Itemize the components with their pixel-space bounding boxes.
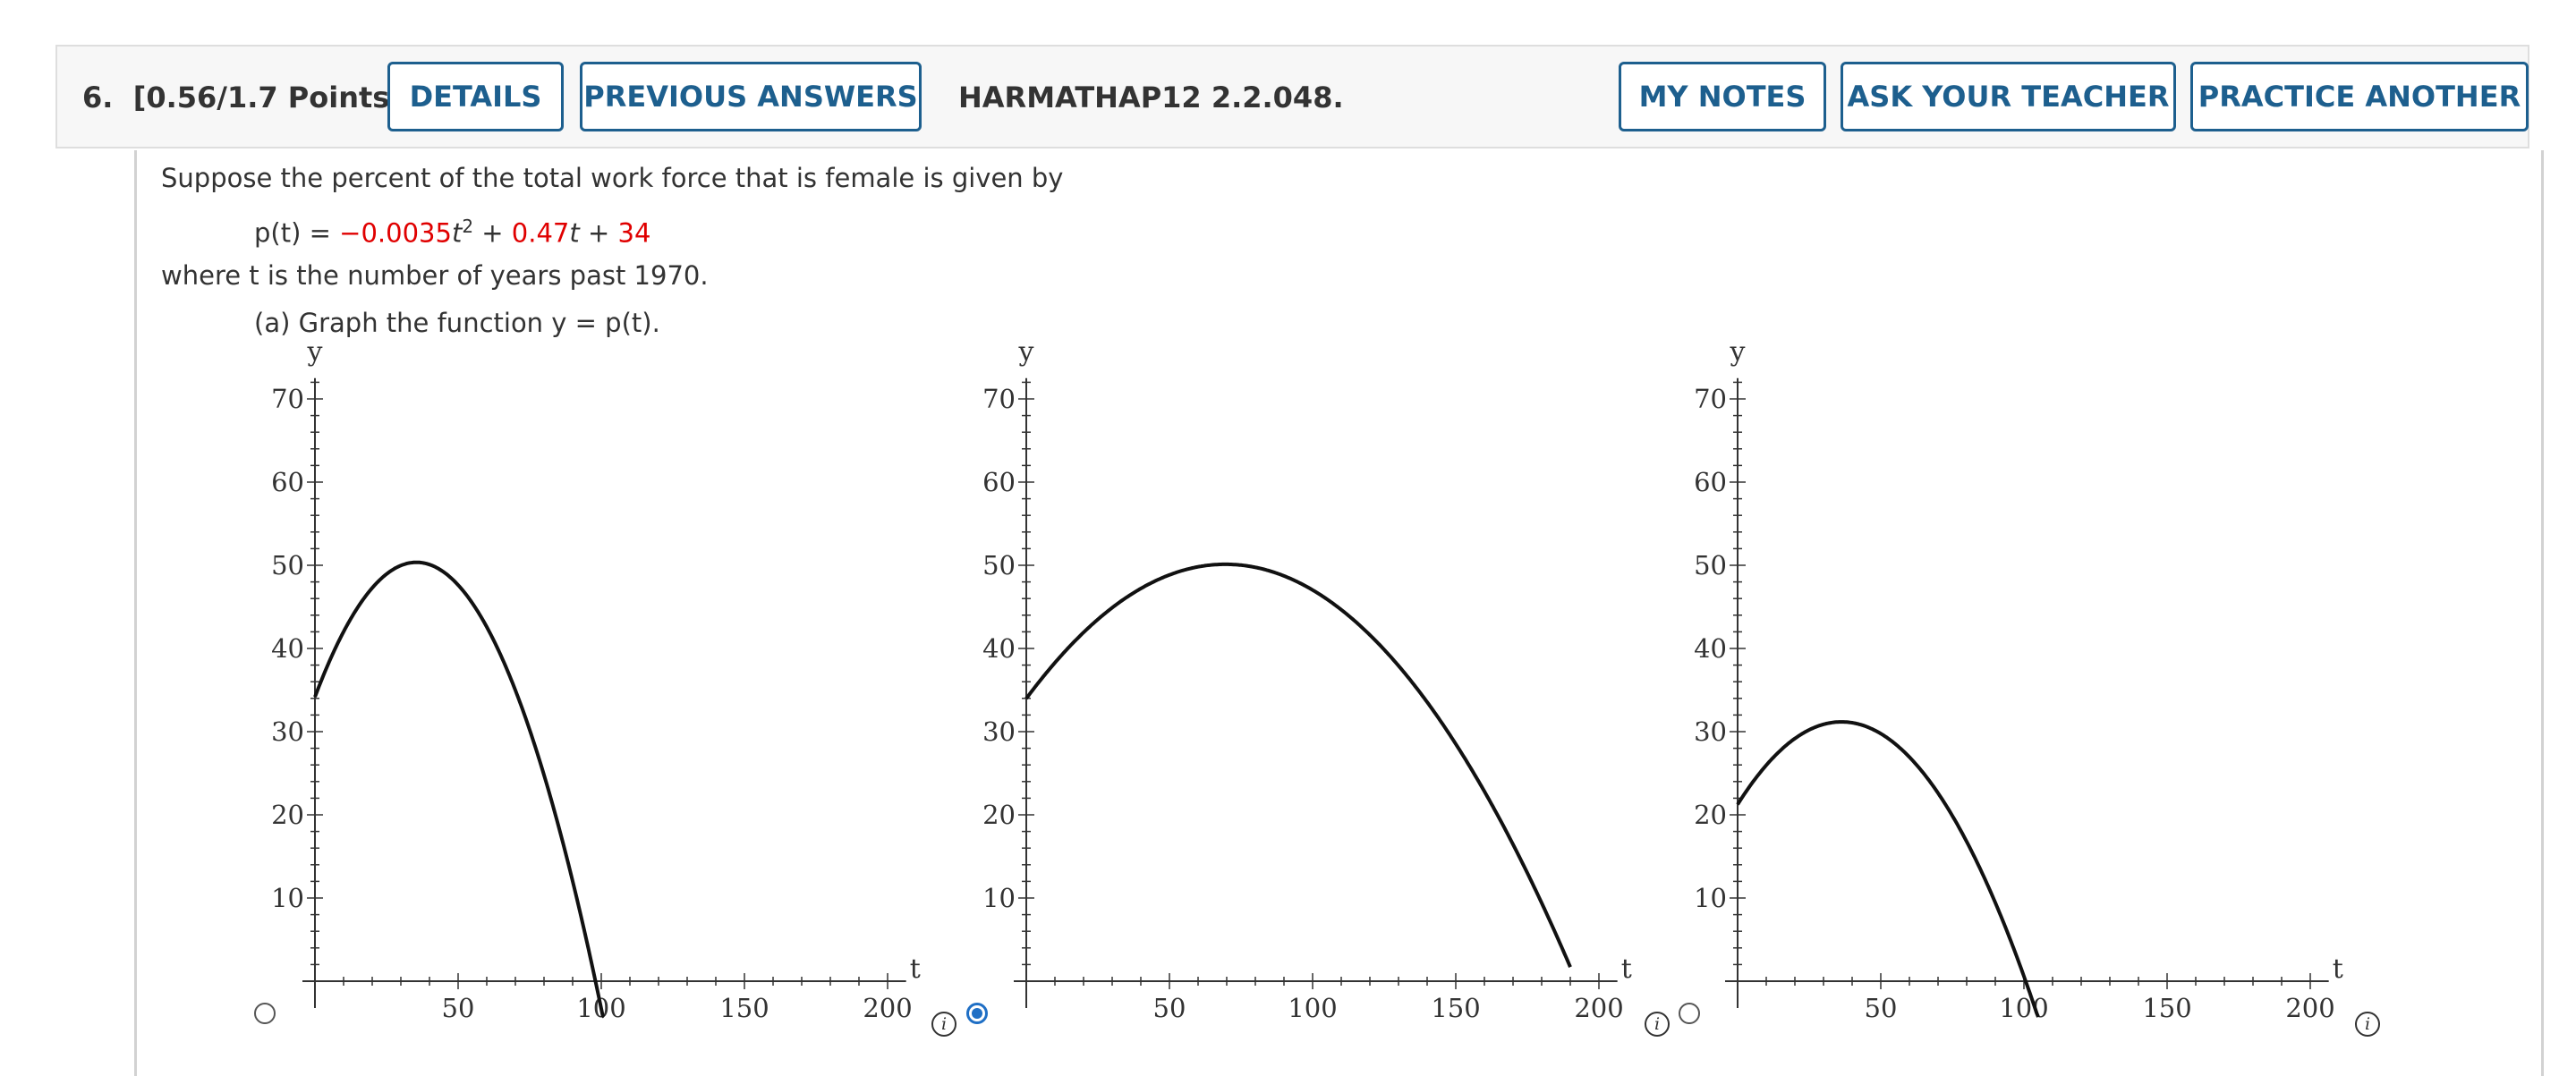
y-axis-label: y — [307, 336, 323, 368]
x-tick-label: 100 — [1288, 993, 1337, 1023]
y-tick-label: 40 — [1694, 633, 1727, 664]
x-tick-label: 50 — [442, 993, 475, 1023]
y-tick-label: 10 — [982, 883, 1016, 913]
coef-a: −0.0035 — [339, 217, 452, 249]
x-tick-label: 150 — [2142, 993, 2191, 1023]
y-tick-label: 30 — [1694, 716, 1727, 747]
y-tick-label: 70 — [982, 384, 1016, 414]
problem-code: HARMATHAP12 2.2.048. — [958, 80, 1344, 114]
practice-another-button[interactable]: PRACTICE ANOTHER — [2190, 62, 2529, 131]
x-tick-label: 50 — [1153, 993, 1186, 1023]
graph-option-3: 50 100 150 200 10 20 30 40 50 60 70 t y — [1694, 336, 2343, 1023]
y-tick-label: 20 — [982, 800, 1016, 830]
y-tick-label: 60 — [982, 467, 1016, 497]
y-tick-label: 60 — [1694, 467, 1727, 497]
problem-intro: Suppose the percent of the total work fo… — [161, 163, 1064, 193]
y-tick-label: 10 — [1694, 883, 1727, 913]
formula-lhs: p(t) = — [254, 217, 340, 249]
y-tick-label: 70 — [271, 384, 304, 414]
radio-option-2[interactable] — [966, 1003, 988, 1024]
y-tick-label: 40 — [271, 633, 304, 664]
y-axis-label: y — [1018, 336, 1034, 368]
x-tick-label: 100 — [1999, 993, 2048, 1023]
points-label: [0.56/1.7 Points] — [132, 80, 403, 114]
y-tick-label: 60 — [271, 467, 304, 497]
x-tick-label: 200 — [1574, 993, 1623, 1023]
coef-c: 34 — [617, 217, 651, 249]
ask-your-teacher-button[interactable]: ASK YOUR TEACHER — [1841, 62, 2176, 131]
y-tick-label: 30 — [271, 716, 304, 747]
radio-option-3[interactable] — [1679, 1003, 1700, 1024]
y-tick-label: 10 — [271, 883, 304, 913]
x-tick-label: 200 — [2285, 993, 2334, 1023]
content-left-border — [134, 150, 137, 1076]
part-a-text: (a) Graph the function y = p(t). — [254, 308, 660, 338]
x-tick-label: 200 — [863, 993, 912, 1023]
x-tick-label: 150 — [1431, 993, 1480, 1023]
info-icon[interactable]: i — [931, 1012, 956, 1037]
series-line — [313, 560, 606, 1019]
x-axis-label: t — [2333, 953, 2343, 985]
y-tick-label: 20 — [1694, 800, 1727, 830]
y-tick-label: 50 — [1694, 550, 1727, 580]
y-tick-label: 40 — [982, 633, 1016, 664]
details-button[interactable]: DETAILS — [387, 62, 564, 131]
formula: p(t) = −0.0035t2 + 0.47t + 34 — [254, 216, 651, 249]
x-axis-label: t — [910, 953, 921, 985]
y-axis-label: y — [1730, 336, 1746, 368]
x-tick-label: 50 — [1865, 993, 1898, 1023]
series-line — [1736, 720, 2040, 1018]
content-right-border — [2541, 150, 2544, 1076]
previous-answers-button[interactable]: PREVIOUS ANSWERS — [580, 62, 922, 131]
x-axis-label: t — [1621, 953, 1632, 985]
x-tick-label: 150 — [719, 993, 769, 1023]
where-text: where t is the number of years past 1970… — [161, 260, 709, 291]
coef-b: 0.47 — [511, 217, 570, 249]
y-tick-label: 50 — [982, 550, 1016, 580]
y-tick-label: 30 — [982, 716, 1016, 747]
graph-option-2: 50 100 150 200 10 20 30 40 50 60 70 t y — [982, 336, 1632, 1023]
info-icon[interactable]: i — [2355, 1012, 2380, 1037]
y-tick-label: 20 — [271, 800, 304, 830]
question-title: 6. [0.56/1.7 Points] — [82, 79, 403, 116]
y-tick-label: 50 — [271, 550, 304, 580]
info-icon[interactable]: i — [1645, 1012, 1670, 1037]
radio-option-1[interactable] — [254, 1003, 276, 1024]
series-line — [1024, 562, 1572, 968]
y-tick-label: 70 — [1694, 384, 1727, 414]
question-number: 6. — [82, 80, 114, 114]
my-notes-button[interactable]: MY NOTES — [1619, 62, 1826, 131]
